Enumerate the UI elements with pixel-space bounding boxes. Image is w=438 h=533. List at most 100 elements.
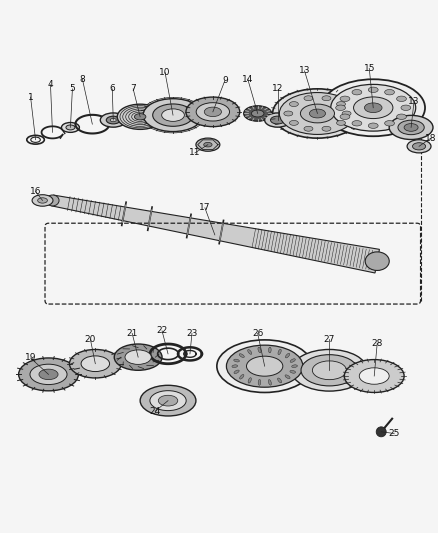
Ellipse shape	[291, 365, 297, 368]
Ellipse shape	[251, 110, 263, 117]
Ellipse shape	[143, 99, 202, 132]
Ellipse shape	[351, 90, 361, 95]
Ellipse shape	[125, 350, 151, 365]
Text: 19: 19	[25, 353, 36, 362]
Ellipse shape	[196, 103, 229, 121]
Text: 1: 1	[28, 93, 33, 102]
Ellipse shape	[303, 126, 312, 131]
Ellipse shape	[358, 368, 388, 384]
Ellipse shape	[309, 109, 325, 118]
Ellipse shape	[268, 379, 271, 385]
Ellipse shape	[367, 87, 377, 93]
Ellipse shape	[406, 140, 430, 153]
Text: 6: 6	[109, 84, 115, 93]
Text: 12: 12	[271, 84, 283, 93]
Ellipse shape	[336, 102, 345, 107]
Ellipse shape	[330, 84, 415, 131]
Text: 25: 25	[388, 429, 399, 438]
Ellipse shape	[279, 93, 355, 134]
Text: 8: 8	[79, 75, 85, 84]
Ellipse shape	[289, 370, 295, 373]
Ellipse shape	[204, 107, 221, 117]
Polygon shape	[51, 195, 378, 273]
Text: 22: 22	[156, 326, 167, 335]
Ellipse shape	[351, 120, 361, 126]
Text: 28: 28	[371, 338, 382, 348]
Ellipse shape	[400, 105, 410, 110]
Ellipse shape	[272, 89, 361, 138]
Ellipse shape	[32, 195, 53, 206]
Ellipse shape	[39, 369, 58, 379]
Ellipse shape	[412, 143, 425, 150]
Ellipse shape	[233, 370, 239, 374]
Ellipse shape	[233, 359, 239, 362]
Text: 24: 24	[149, 407, 160, 416]
Ellipse shape	[106, 116, 120, 124]
Ellipse shape	[18, 358, 78, 391]
Ellipse shape	[300, 354, 357, 386]
Ellipse shape	[364, 103, 381, 112]
Text: 13: 13	[298, 66, 310, 75]
Text: 21: 21	[126, 329, 138, 338]
Ellipse shape	[264, 113, 290, 127]
Text: 14: 14	[241, 75, 253, 84]
Text: 9: 9	[222, 76, 227, 85]
Ellipse shape	[226, 345, 302, 387]
Ellipse shape	[277, 378, 281, 383]
Ellipse shape	[134, 114, 145, 120]
Ellipse shape	[364, 252, 389, 270]
Text: 27: 27	[323, 335, 334, 344]
Ellipse shape	[396, 114, 406, 119]
Ellipse shape	[140, 385, 195, 416]
Text: 17: 17	[199, 204, 210, 212]
Ellipse shape	[339, 114, 349, 119]
Ellipse shape	[61, 123, 79, 132]
Ellipse shape	[247, 350, 251, 354]
Ellipse shape	[203, 142, 212, 147]
Ellipse shape	[216, 340, 312, 392]
Ellipse shape	[321, 126, 330, 131]
Ellipse shape	[353, 97, 392, 118]
Ellipse shape	[270, 116, 284, 124]
Ellipse shape	[303, 96, 312, 101]
Ellipse shape	[336, 120, 345, 125]
Text: 10: 10	[159, 68, 170, 77]
Ellipse shape	[397, 120, 423, 135]
Text: 15: 15	[363, 64, 374, 73]
Ellipse shape	[289, 102, 298, 107]
Ellipse shape	[335, 105, 345, 110]
Text: 18: 18	[424, 134, 436, 143]
Text: 7: 7	[130, 84, 136, 93]
Ellipse shape	[341, 111, 350, 116]
Ellipse shape	[110, 118, 116, 122]
Ellipse shape	[239, 354, 244, 358]
Ellipse shape	[258, 347, 261, 353]
Text: 26: 26	[251, 329, 263, 338]
Text: 4: 4	[48, 80, 53, 89]
Ellipse shape	[231, 365, 237, 368]
Ellipse shape	[161, 109, 184, 122]
Ellipse shape	[268, 347, 271, 353]
Ellipse shape	[152, 104, 193, 126]
Ellipse shape	[195, 138, 219, 151]
Ellipse shape	[38, 198, 47, 203]
Ellipse shape	[343, 360, 403, 392]
Ellipse shape	[243, 106, 271, 121]
Text: 20: 20	[85, 335, 96, 344]
Ellipse shape	[246, 356, 282, 376]
Circle shape	[375, 427, 385, 437]
Text: 16: 16	[30, 187, 41, 196]
Ellipse shape	[186, 97, 239, 127]
Ellipse shape	[396, 96, 406, 101]
Ellipse shape	[46, 195, 59, 206]
Text: 11: 11	[189, 148, 200, 157]
Ellipse shape	[339, 96, 349, 101]
Ellipse shape	[403, 124, 417, 131]
Ellipse shape	[321, 96, 330, 101]
Ellipse shape	[300, 104, 334, 123]
Ellipse shape	[69, 350, 121, 378]
Ellipse shape	[384, 90, 394, 95]
Ellipse shape	[100, 113, 126, 127]
Ellipse shape	[285, 353, 289, 358]
Ellipse shape	[291, 350, 367, 391]
